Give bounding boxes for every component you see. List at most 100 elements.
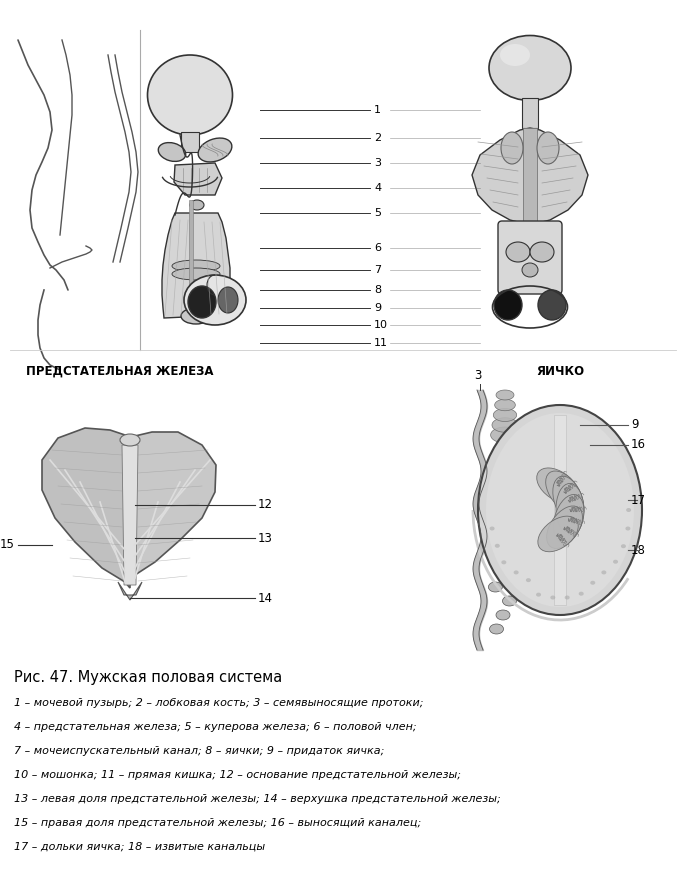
Polygon shape (472, 128, 588, 225)
Polygon shape (118, 582, 142, 600)
Text: 16: 16 (631, 438, 646, 452)
Polygon shape (162, 213, 230, 318)
Ellipse shape (538, 290, 566, 320)
Ellipse shape (498, 542, 504, 546)
Text: 10 – мошонка; 11 – прямая кишка; 12 – основание предстательной железы;: 10 – мошонка; 11 – прямая кишка; 12 – ос… (14, 770, 461, 780)
Text: 5: 5 (374, 208, 381, 218)
Ellipse shape (624, 526, 629, 530)
Text: 3: 3 (374, 158, 381, 168)
Ellipse shape (478, 405, 642, 615)
Ellipse shape (501, 554, 514, 564)
Ellipse shape (500, 44, 530, 66)
Ellipse shape (617, 542, 622, 546)
Polygon shape (496, 390, 514, 400)
Ellipse shape (506, 242, 530, 262)
Ellipse shape (494, 290, 522, 320)
Ellipse shape (490, 624, 504, 634)
Text: 1: 1 (374, 105, 381, 115)
Polygon shape (189, 200, 193, 310)
Text: 15: 15 (0, 538, 15, 552)
Text: 13 – левая доля предстательной железы; 14 – верхушка предстательной железы;: 13 – левая доля предстательной железы; 1… (14, 794, 501, 804)
Ellipse shape (556, 484, 584, 535)
Ellipse shape (198, 138, 232, 162)
Polygon shape (554, 415, 566, 605)
Polygon shape (174, 163, 222, 195)
Ellipse shape (496, 610, 510, 620)
Ellipse shape (496, 470, 510, 480)
Ellipse shape (188, 286, 216, 318)
Text: 3: 3 (474, 369, 482, 382)
Ellipse shape (536, 468, 578, 503)
Text: 1 – мочевой пузырь; 2 – лобковая кость; 3 – семявыносящие протоки;: 1 – мочевой пузырь; 2 – лобковая кость; … (14, 698, 423, 708)
Ellipse shape (120, 434, 140, 446)
Polygon shape (493, 408, 517, 421)
Ellipse shape (147, 55, 233, 135)
Ellipse shape (522, 263, 538, 277)
Text: 10: 10 (374, 320, 388, 330)
Ellipse shape (502, 484, 517, 494)
Ellipse shape (488, 540, 502, 550)
Text: ПРЕДСТАТЕЛЬНАЯ ЖЕЛЕЗА: ПРЕДСТАТЕЛЬНАЯ ЖЕЛЕЗА (26, 365, 214, 378)
Polygon shape (490, 427, 519, 443)
Ellipse shape (181, 308, 211, 324)
Ellipse shape (610, 557, 615, 560)
Ellipse shape (537, 132, 559, 164)
Ellipse shape (565, 593, 569, 597)
Ellipse shape (523, 584, 528, 588)
Polygon shape (130, 432, 216, 582)
FancyBboxPatch shape (181, 132, 199, 152)
Text: 6: 6 (374, 243, 381, 253)
Ellipse shape (622, 508, 626, 512)
Ellipse shape (489, 36, 571, 101)
Ellipse shape (488, 582, 502, 592)
Ellipse shape (158, 143, 186, 161)
Text: 4: 4 (374, 183, 381, 193)
Ellipse shape (486, 413, 634, 607)
Text: Рис. 47. Мужская половая система: Рис. 47. Мужская половая система (14, 670, 282, 685)
FancyBboxPatch shape (498, 221, 562, 294)
Ellipse shape (590, 580, 595, 584)
Ellipse shape (530, 242, 554, 262)
Polygon shape (122, 445, 138, 585)
Ellipse shape (502, 596, 517, 606)
Ellipse shape (538, 516, 578, 552)
Polygon shape (523, 128, 537, 225)
Ellipse shape (551, 593, 556, 597)
Ellipse shape (506, 556, 511, 560)
Ellipse shape (499, 512, 512, 522)
Text: 4 – предстательная железа; 5 – куперова железа; 6 – половой член;: 4 – предстательная железа; 5 – куперова … (14, 722, 416, 732)
Ellipse shape (172, 268, 220, 280)
Ellipse shape (501, 526, 514, 536)
Text: 9: 9 (374, 303, 381, 313)
Ellipse shape (499, 568, 512, 578)
Ellipse shape (602, 571, 607, 576)
Polygon shape (495, 399, 515, 411)
Ellipse shape (553, 476, 584, 524)
Ellipse shape (172, 260, 220, 272)
Text: 13: 13 (258, 532, 273, 544)
Text: 14: 14 (258, 592, 273, 604)
Polygon shape (42, 428, 130, 588)
Text: 18: 18 (631, 544, 646, 557)
Text: 7 – мочеиспускательный канал; 8 – яички; 9 – придаток яичка;: 7 – мочеиспускательный канал; 8 – яички;… (14, 746, 384, 756)
Text: 15 – правая доля предстательной железы; 16 – выносящий каналец;: 15 – правая доля предстательной железы; … (14, 818, 421, 828)
Ellipse shape (488, 498, 502, 508)
Text: 17 – дольки яичка; 18 – извитые канальцы: 17 – дольки яичка; 18 – извитые канальцы (14, 842, 265, 852)
Text: 2: 2 (374, 133, 381, 143)
Ellipse shape (501, 132, 523, 164)
Ellipse shape (547, 506, 582, 549)
Ellipse shape (578, 591, 584, 594)
FancyBboxPatch shape (522, 98, 538, 128)
Ellipse shape (218, 287, 238, 313)
Polygon shape (492, 418, 518, 432)
Ellipse shape (184, 275, 246, 325)
Ellipse shape (538, 585, 543, 589)
Text: 7: 7 (374, 265, 381, 275)
Text: ЯИЧКО: ЯИЧКО (536, 365, 584, 378)
Ellipse shape (545, 471, 582, 513)
Ellipse shape (514, 569, 520, 573)
Ellipse shape (190, 200, 204, 210)
Text: 17: 17 (631, 494, 646, 506)
Ellipse shape (490, 527, 495, 530)
Text: 11: 11 (374, 338, 388, 348)
